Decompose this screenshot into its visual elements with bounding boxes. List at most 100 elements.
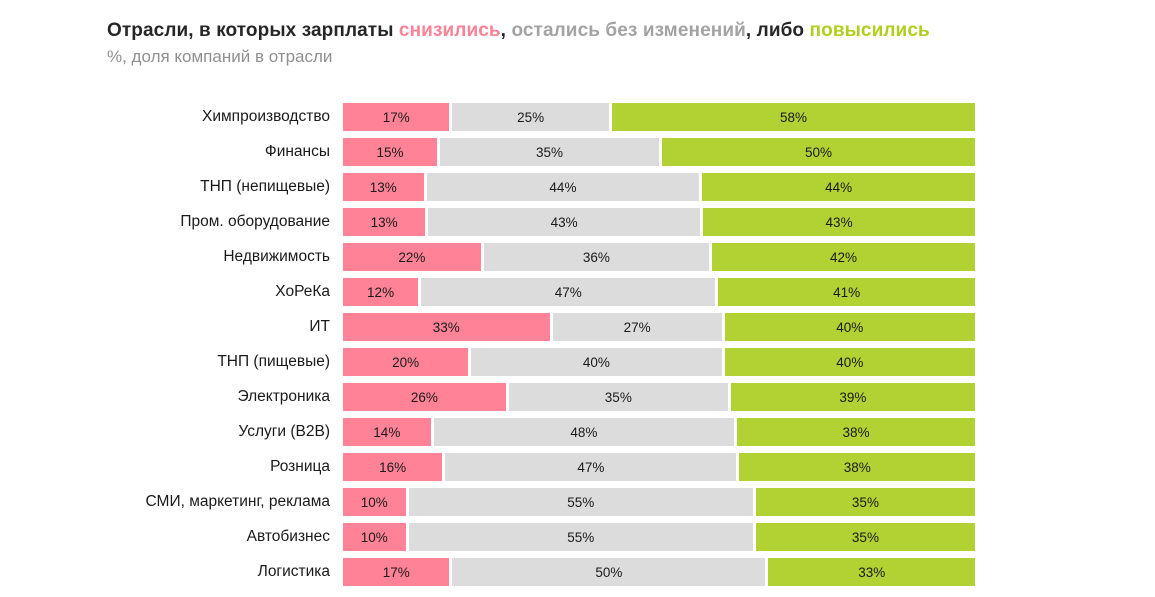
- value-label: 40%: [582, 354, 610, 370]
- value-label: 55%: [567, 494, 595, 510]
- value-label: 47%: [577, 459, 605, 475]
- chart-row: Пром. оборудование 13% 43% 43%: [0, 208, 976, 236]
- value-label: 20%: [392, 354, 420, 370]
- stacked-bar-chart: Химпроизводство 17% 25% 58% Финансы 15% 35% 50%…: [0, 103, 976, 593]
- category-label: Электроника: [237, 388, 330, 405]
- value-label: 25%: [517, 109, 545, 125]
- category-label: Пром. оборудование: [180, 213, 330, 230]
- stacked-bar: 33% 27% 40%: [343, 313, 975, 341]
- value-label: 39%: [839, 389, 867, 405]
- value-label: 43%: [825, 214, 853, 230]
- value-label: 14%: [373, 424, 401, 440]
- value-label: 12%: [367, 284, 395, 300]
- segment-decreased: 17%: [343, 558, 450, 586]
- value-label: 40%: [836, 354, 864, 370]
- segment-decreased: 17%: [343, 103, 450, 131]
- segment-increased: 40%: [724, 313, 975, 341]
- value-label: 38%: [843, 459, 871, 475]
- category-label: ТНП (пищевые): [217, 353, 330, 370]
- stacked-bar: 16% 47% 38%: [343, 453, 976, 481]
- value-label: 27%: [623, 319, 651, 335]
- stacked-bar: 15% 35% 50%: [343, 138, 975, 166]
- segment-decreased: 13%: [343, 173, 424, 201]
- chart-row: Услуги (B2B) 14% 48% 38%: [0, 418, 975, 446]
- segment-increased: 41%: [718, 278, 975, 306]
- segment-increased: 35%: [755, 523, 975, 551]
- segment-increased: 35%: [755, 488, 975, 516]
- value-label: 22%: [398, 249, 426, 265]
- value-label: 50%: [804, 144, 833, 160]
- segment-unchanged: 47%: [445, 453, 737, 481]
- segment-decreased: 16%: [343, 453, 443, 481]
- stacked-bar: 13% 44% 44%: [343, 173, 976, 201]
- value-label: 15%: [376, 144, 404, 160]
- segment-unchanged: 36%: [483, 243, 710, 271]
- segment-unchanged: 48%: [433, 418, 735, 446]
- value-label: 17%: [382, 109, 410, 125]
- value-label: 10%: [360, 529, 388, 545]
- segment-increased: 42%: [712, 243, 975, 271]
- segment-decreased: 33%: [343, 313, 550, 341]
- segment-increased: 58%: [611, 103, 975, 131]
- segment-decreased: 14%: [343, 418, 431, 446]
- value-label: 26%: [410, 389, 438, 405]
- chart-row: Автобизнес 10% 55% 35%: [0, 523, 975, 551]
- value-label: 47%: [554, 284, 582, 300]
- stacked-bar: 26% 35% 39%: [343, 383, 975, 411]
- segment-unchanged: 55%: [408, 523, 753, 551]
- segment-decreased: 15%: [343, 138, 437, 166]
- segment-unchanged: 55%: [408, 488, 753, 516]
- value-label: 41%: [833, 284, 861, 300]
- value-label: 35%: [535, 144, 563, 160]
- value-label: 55%: [567, 529, 595, 545]
- segment-unchanged: 43%: [428, 208, 701, 236]
- segment-decreased: 26%: [343, 383, 506, 411]
- chart-title: Отрасли, в которых зарплаты снизились, о…: [0, 0, 1155, 43]
- segment-decreased: 10%: [343, 488, 406, 516]
- segment-increased: 50%: [662, 138, 975, 166]
- category-label: Финансы: [264, 143, 330, 160]
- value-label: 33%: [858, 564, 886, 580]
- value-label: 35%: [851, 529, 879, 545]
- stacked-bar: 13% 43% 43%: [343, 208, 976, 236]
- category-label: Услуги (B2B): [238, 423, 330, 440]
- segment-unchanged: 40%: [471, 348, 722, 376]
- segment-decreased: 13%: [343, 208, 426, 236]
- category-label: Розница: [270, 458, 330, 475]
- value-label: 13%: [370, 214, 398, 230]
- title-comma: ,: [500, 20, 512, 41]
- stacked-bar: 17% 25% 58%: [343, 103, 975, 131]
- segment-increased: 38%: [739, 453, 976, 481]
- segment-decreased: 12%: [343, 278, 419, 306]
- stacked-bar: 20% 40% 40%: [343, 348, 976, 376]
- chart-row: Электроника 26% 35% 39%: [0, 383, 975, 411]
- value-label: 48%: [570, 424, 598, 440]
- segment-increased: 40%: [724, 348, 976, 376]
- segment-decreased: 10%: [343, 523, 406, 551]
- category-label: ХоРеКа: [275, 283, 330, 300]
- value-label: 36%: [582, 249, 610, 265]
- segment-unchanged: 25%: [452, 103, 609, 131]
- value-label: 17%: [382, 564, 410, 580]
- value-label: 50%: [595, 564, 623, 580]
- stacked-bar: 14% 48% 38%: [343, 418, 975, 446]
- chart-row: Химпроизводство 17% 25% 58%: [0, 103, 975, 131]
- value-label: 44%: [825, 179, 853, 195]
- segment-increased: 43%: [703, 208, 976, 236]
- value-label: 35%: [851, 494, 879, 510]
- value-label: 40%: [836, 319, 864, 335]
- chart-subtitle: %, доля компаний в отрасли: [107, 47, 333, 66]
- value-label: 10%: [360, 494, 388, 510]
- value-label: 42%: [830, 249, 858, 265]
- chart-row: ХоРеКа 12% 47% 41%: [0, 278, 975, 306]
- stacked-bar: 10% 55% 35%: [343, 523, 975, 551]
- chart-row: Розница 16% 47% 38%: [0, 453, 976, 481]
- chart-row: ТНП (непищевые) 13% 44% 44%: [0, 173, 976, 201]
- chart-row: ТНП (пищевые) 20% 40% 40%: [0, 348, 976, 376]
- title-legend-increased: повысились: [809, 20, 930, 41]
- segment-increased: 44%: [702, 173, 976, 201]
- stacked-bar: 22% 36% 42%: [343, 243, 975, 271]
- stacked-bar: 12% 47% 41%: [343, 278, 975, 306]
- value-label: 44%: [549, 179, 577, 195]
